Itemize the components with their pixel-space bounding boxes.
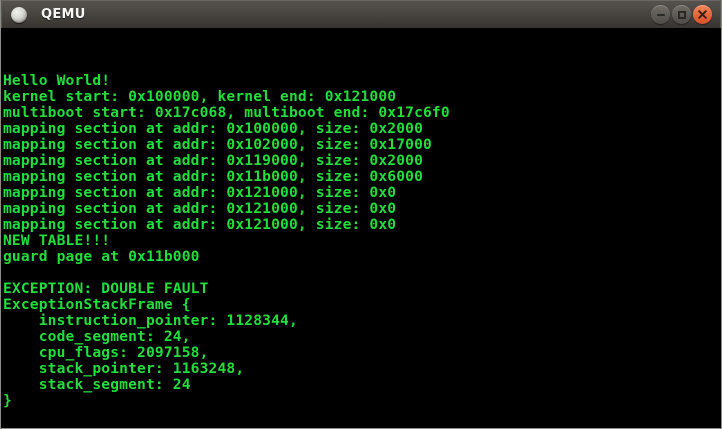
window-titlebar[interactable]: QEMU: [1, 0, 721, 28]
close-icon: [698, 10, 707, 19]
maximize-button[interactable]: [672, 5, 691, 24]
qemu-terminal-display[interactable]: Hello World! kernel start: 0x100000, ker…: [1, 28, 721, 428]
terminal-output-text: Hello World! kernel start: 0x100000, ker…: [3, 72, 450, 409]
window-controls: [651, 5, 716, 24]
minus-icon: [656, 13, 665, 16]
qemu-dot-icon: [11, 6, 27, 23]
square-icon: [677, 10, 686, 19]
minimize-button[interactable]: [651, 5, 670, 24]
window-title: QEMU: [41, 7, 86, 22]
close-button[interactable]: [693, 5, 712, 24]
